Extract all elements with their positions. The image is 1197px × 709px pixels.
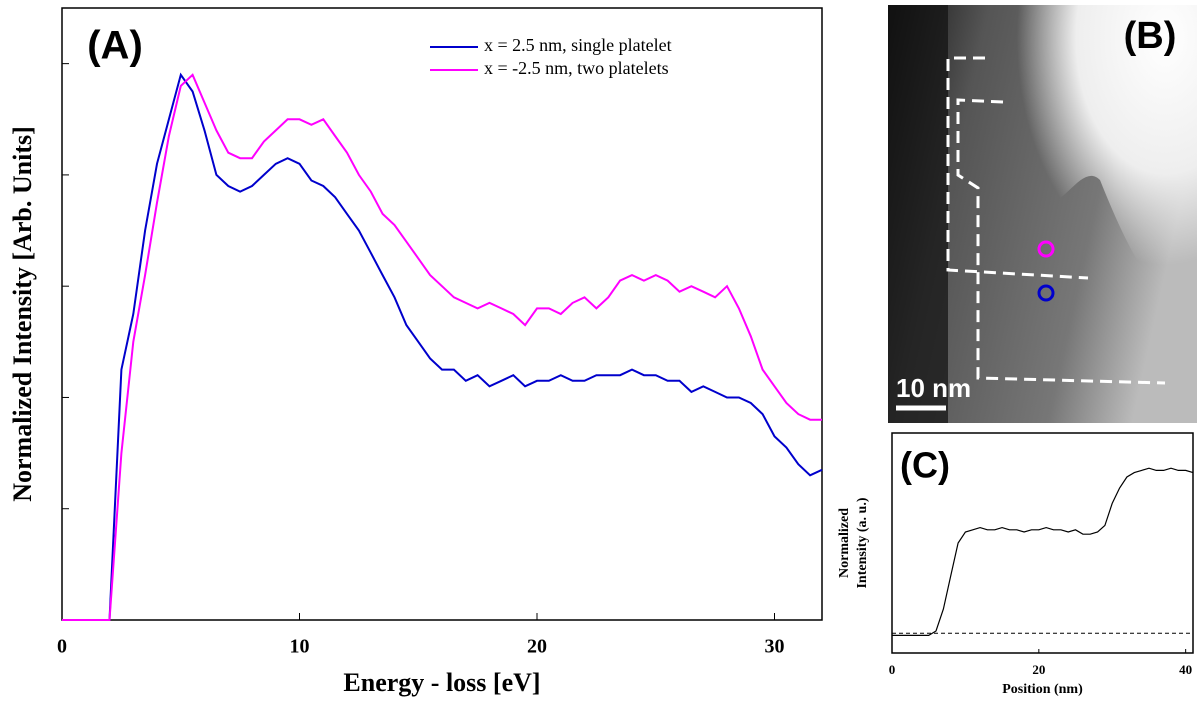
plot-frame [61, 7, 823, 621]
legend-label: x = -2.5 nm, two platelets [484, 58, 669, 78]
data-line [62, 72, 823, 621]
x-tick-label: 10 [290, 636, 310, 658]
legend-label: x = 2.5 nm, single platelet [484, 35, 672, 55]
x-tick-label: 0 [889, 662, 896, 677]
dark-region [888, 5, 948, 423]
marker [1037, 240, 1055, 258]
x-axis-label: Position (nm) [1002, 682, 1083, 697]
x-axis-label: Energy - loss [eV] [343, 668, 540, 697]
data-line [892, 467, 1194, 636]
y-axis-label: Normalized Intensity [Arb. Units] [8, 126, 37, 502]
panel-label: (A) [87, 24, 143, 68]
outline [946, 56, 1166, 385]
bright-region [985, 5, 1197, 330]
panel-label: (C) [900, 445, 950, 486]
scale-bar-label: 10 nm [896, 373, 971, 403]
x-tick-label: 20 [1032, 662, 1045, 677]
plot-frame [891, 432, 1194, 654]
x-tick-label: 20 [527, 636, 547, 658]
x-tick-label: 40 [1179, 662, 1192, 677]
image-panel: (B) 10 nm [888, 5, 1197, 423]
x-tick-label: 0 [57, 636, 67, 658]
y-axis-label: Normalized [837, 508, 852, 578]
panel-label: (B) [1124, 15, 1177, 57]
marker [1037, 284, 1055, 302]
x-tick-label: 30 [765, 636, 785, 658]
data-line [62, 73, 822, 621]
y-axis-label: Intensity (a. u.) [855, 497, 870, 588]
